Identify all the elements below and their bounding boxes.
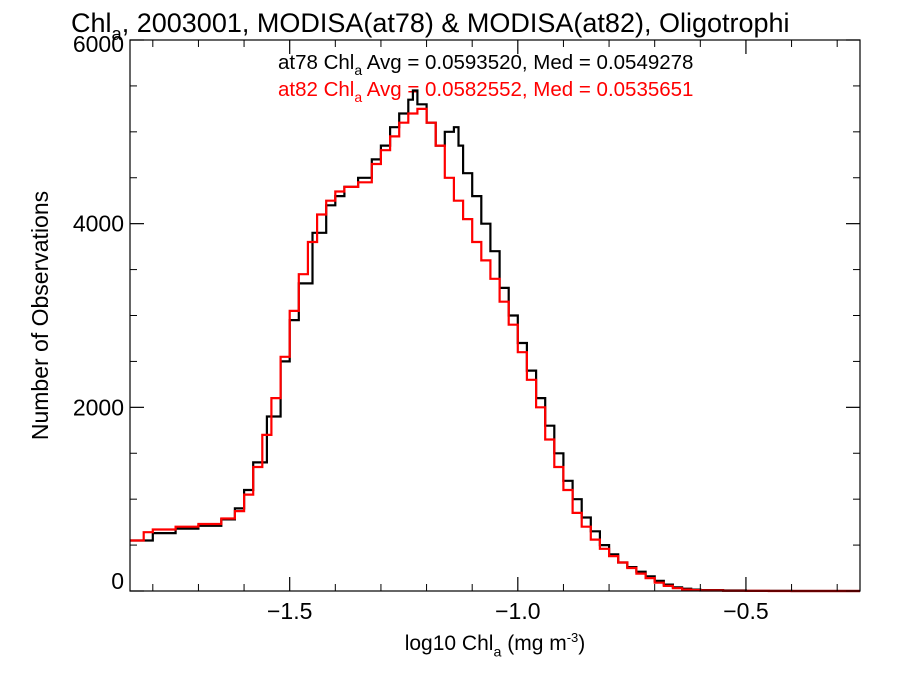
annotation-at78-part-2: Avg = 0.0593520, Med = 0.0549278 (362, 51, 693, 74)
x-label-text-part-2: (mg m (501, 632, 566, 655)
x-axis-label: log10 Chla (mg m-3) (405, 630, 586, 660)
plot-frame (129, 39, 861, 592)
chart-title: Chla, 2003001, MODISA(at78) & MODISA(at8… (71, 8, 790, 44)
y-tick-label: 2000 (73, 394, 124, 420)
x-label-text-part-1: a (493, 644, 501, 660)
x-tick-label: −1.5 (267, 598, 312, 624)
title-text-part-1: a (112, 23, 123, 44)
chart-annotations: at78 Chla Avg = 0.0593520, Med = 0.05492… (278, 51, 693, 105)
title-text: Chla, 2003001, MODISA(at78) & MODISA(at8… (71, 8, 790, 44)
annotation-at82: at82 Chla Avg = 0.0582552, Med = 0.05356… (278, 78, 693, 105)
chart-series (130, 89, 860, 593)
annotation-at78: at78 Chla Avg = 0.0593520, Med = 0.05492… (278, 51, 693, 78)
y-tick-label: 0 (111, 568, 124, 594)
annotation-at82-part-0: at82 Chl (278, 78, 354, 101)
annotation-at78-part-1: a (354, 62, 362, 78)
annotation-at82-part-1: a (354, 89, 362, 105)
title-text-part-2: , 2003001, MODISA(at78) & MODISA(at82), … (122, 8, 790, 38)
axis-ticks: −1.5 −1.0 −0.5 0 2000 4000 6000 (73, 31, 860, 624)
title-text-part-0: Chl (71, 8, 112, 38)
x-label-text: log10 Chla (mg m-3) (405, 630, 586, 660)
x-tick-label: −1.0 (495, 598, 540, 624)
series-line-0 (130, 89, 860, 593)
series-line-1 (130, 107, 860, 593)
x-label-text-part-0: log10 Chl (405, 632, 494, 655)
x-label-text-part-3: -3 (567, 630, 579, 645)
y-axis-label: Number of Observations (27, 191, 53, 440)
y-tick-label: 4000 (73, 211, 124, 237)
annotation-at82-part-2: Avg = 0.0582552, Med = 0.0535651 (362, 78, 693, 101)
x-label-text-part-4: ) (578, 632, 585, 655)
y-tick-label: 6000 (73, 31, 124, 57)
annotation-at78-part-0: at78 Chl (278, 51, 354, 74)
x-tick-label: −0.5 (723, 598, 768, 624)
